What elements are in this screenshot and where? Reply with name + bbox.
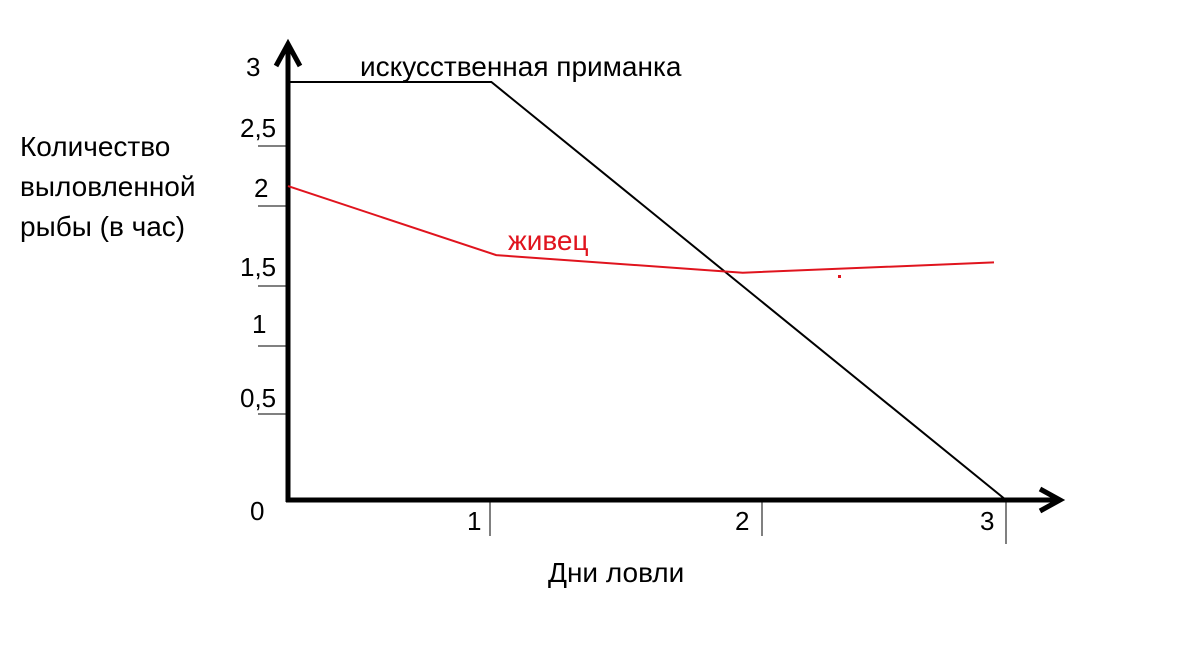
x-tick-label: 2: [735, 506, 749, 536]
y-axis-title-line-1: Количество: [20, 131, 170, 162]
y-tick-label: 0: [250, 496, 264, 526]
y-tick-label: 2: [254, 173, 268, 203]
y-tick-label: 1: [252, 309, 266, 339]
series-label-live-bait: живец: [508, 225, 589, 256]
stray-dot: [838, 275, 841, 278]
y-tick-label: 0,5: [240, 383, 276, 413]
x-axis-title: Дни ловли: [548, 557, 684, 588]
x-axis-arrow: [1038, 486, 1066, 514]
y-tick-label: 2,5: [240, 113, 276, 143]
y-axis-title-line-3: рыбы (в час): [20, 211, 185, 242]
x-tick-label: 1: [467, 506, 481, 536]
y-axis-title-line-2: выловленной: [20, 171, 196, 202]
series-line-artificial-bait: [288, 81, 1007, 501]
y-tick-label: 1,5: [240, 252, 276, 282]
y-tick-label: 3: [246, 52, 260, 82]
series-label-artificial-bait: искусственная приманка: [360, 51, 682, 82]
series-line-live-bait: [287, 185, 995, 274]
x-tick-label: 3: [980, 506, 994, 536]
y-axis-arrow: [273, 38, 303, 68]
